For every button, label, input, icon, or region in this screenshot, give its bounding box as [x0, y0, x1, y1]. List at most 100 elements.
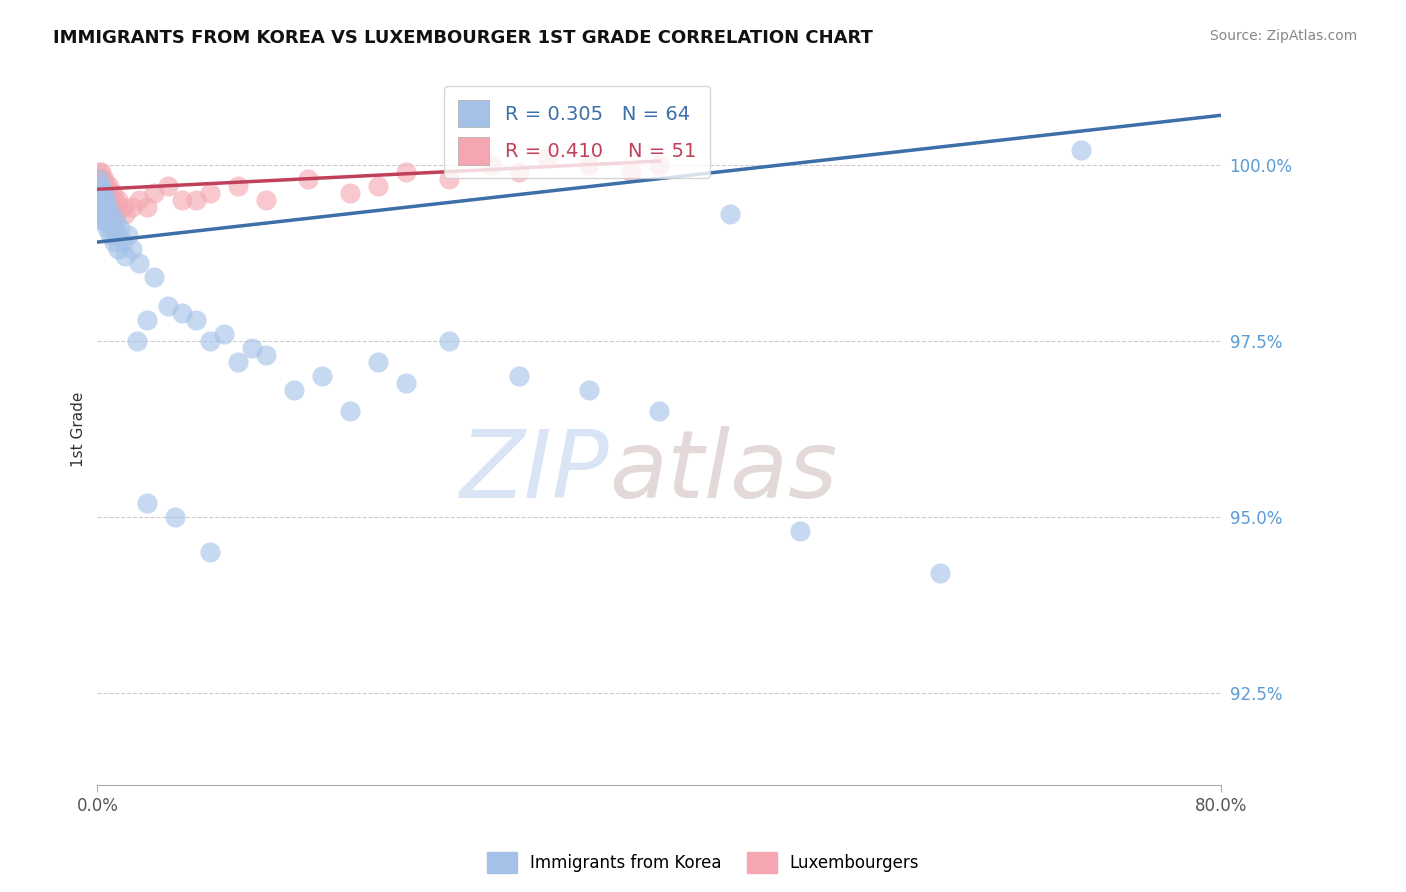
Point	[121, 242, 143, 256]
Point	[198, 186, 221, 200]
Point	[108, 221, 131, 235]
Point	[226, 355, 249, 369]
Point	[89, 186, 111, 200]
Point	[94, 200, 117, 214]
Point	[87, 186, 110, 200]
Point	[100, 207, 122, 221]
Point	[226, 178, 249, 193]
Point	[170, 305, 193, 319]
Point	[163, 510, 186, 524]
Point	[114, 207, 136, 221]
Point	[87, 200, 110, 214]
Point	[96, 186, 118, 200]
Point	[121, 200, 143, 214]
Point	[96, 221, 118, 235]
Legend: R = 0.305   N = 64, R = 0.410    N = 51: R = 0.305 N = 64, R = 0.410 N = 51	[444, 87, 710, 178]
Point	[254, 348, 277, 362]
Point	[395, 164, 418, 178]
Point	[1070, 144, 1092, 158]
Point	[254, 193, 277, 207]
Point	[90, 193, 112, 207]
Point	[90, 207, 112, 221]
Point	[104, 214, 127, 228]
Point	[96, 193, 118, 207]
Text: ZIP: ZIP	[460, 426, 609, 517]
Point	[97, 214, 120, 228]
Point	[91, 186, 114, 200]
Point	[367, 355, 389, 369]
Point	[125, 334, 148, 348]
Point	[297, 171, 319, 186]
Point	[339, 404, 361, 418]
Point	[111, 200, 134, 214]
Point	[93, 207, 115, 221]
Point	[184, 193, 207, 207]
Point	[578, 158, 600, 172]
Point	[718, 207, 741, 221]
Point	[156, 178, 179, 193]
Point	[89, 171, 111, 186]
Point	[87, 186, 110, 200]
Point	[89, 164, 111, 178]
Point	[89, 193, 111, 207]
Y-axis label: 1st Grade: 1st Grade	[72, 392, 86, 467]
Point	[98, 193, 121, 207]
Point	[105, 228, 128, 243]
Point	[111, 235, 134, 249]
Point	[339, 186, 361, 200]
Point	[789, 524, 811, 538]
Point	[198, 545, 221, 559]
Point	[91, 178, 114, 193]
Point	[94, 193, 117, 207]
Point	[93, 178, 115, 193]
Point	[103, 193, 125, 207]
Point	[508, 164, 530, 178]
Text: atlas: atlas	[609, 426, 837, 517]
Point	[128, 256, 150, 270]
Point	[90, 186, 112, 200]
Point	[89, 171, 111, 186]
Point	[135, 496, 157, 510]
Point	[479, 158, 502, 172]
Point	[87, 171, 110, 186]
Point	[89, 200, 111, 214]
Point	[283, 383, 305, 397]
Point	[91, 193, 114, 207]
Point	[96, 207, 118, 221]
Point	[103, 235, 125, 249]
Point	[170, 193, 193, 207]
Text: IMMIGRANTS FROM KOREA VS LUXEMBOURGER 1ST GRADE CORRELATION CHART: IMMIGRANTS FROM KOREA VS LUXEMBOURGER 1S…	[53, 29, 873, 46]
Point	[89, 186, 111, 200]
Point	[508, 369, 530, 384]
Point	[97, 200, 120, 214]
Point	[114, 249, 136, 263]
Point	[90, 164, 112, 178]
Point	[212, 326, 235, 341]
Point	[98, 228, 121, 243]
Point	[578, 383, 600, 397]
Point	[87, 193, 110, 207]
Point	[91, 200, 114, 214]
Point	[90, 178, 112, 193]
Point	[142, 186, 165, 200]
Point	[117, 228, 139, 243]
Point	[437, 334, 460, 348]
Point	[89, 178, 111, 193]
Point	[135, 312, 157, 326]
Point	[87, 178, 110, 193]
Point	[135, 200, 157, 214]
Point	[395, 376, 418, 390]
Point	[311, 369, 333, 384]
Legend: Immigrants from Korea, Luxembourgers: Immigrants from Korea, Luxembourgers	[479, 846, 927, 880]
Point	[184, 312, 207, 326]
Point	[93, 186, 115, 200]
Point	[87, 200, 110, 214]
Point	[240, 341, 263, 355]
Point	[93, 171, 115, 186]
Point	[648, 404, 671, 418]
Point	[90, 178, 112, 193]
Point	[94, 193, 117, 207]
Point	[367, 178, 389, 193]
Point	[90, 171, 112, 186]
Point	[100, 200, 122, 214]
